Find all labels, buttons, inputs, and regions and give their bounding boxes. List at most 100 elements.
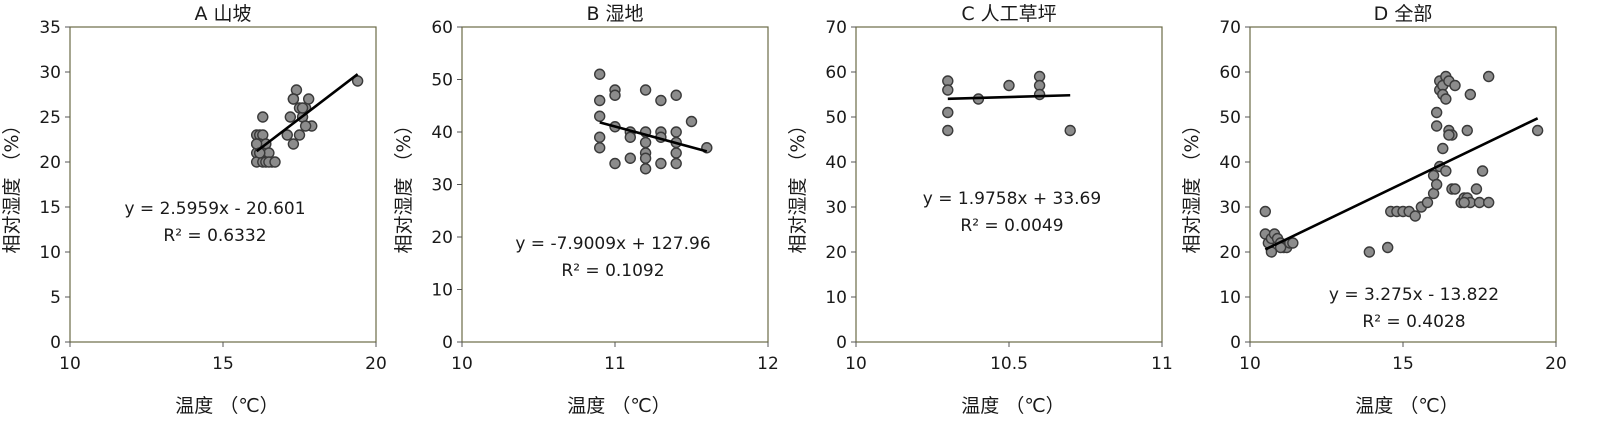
y-tick-label: 0 bbox=[50, 333, 61, 353]
trendline bbox=[599, 121, 708, 153]
data-point bbox=[1470, 183, 1483, 195]
trendline bbox=[255, 73, 359, 153]
y-tick-label: 5 bbox=[50, 288, 61, 308]
data-point bbox=[1443, 129, 1455, 141]
r-squared-label: R² = 0.1092 bbox=[561, 261, 664, 281]
y-tick-label: 20 bbox=[431, 228, 453, 248]
chart-title: B 湿地 bbox=[586, 3, 643, 25]
regression-equation: y = 2.5959x - 20.601 bbox=[124, 199, 305, 219]
y-tick-label: 50 bbox=[825, 108, 847, 128]
y-tick-label: 0 bbox=[442, 333, 453, 353]
data-point bbox=[1482, 70, 1495, 83]
data-point bbox=[1259, 205, 1272, 218]
data-point bbox=[639, 136, 652, 149]
plot-area-border bbox=[855, 26, 1163, 343]
x-tick-label: 10 bbox=[845, 354, 867, 374]
x-tick-label: 12 bbox=[757, 354, 779, 374]
y-tick-label: 60 bbox=[1219, 63, 1241, 83]
data-point bbox=[942, 84, 954, 96]
y-tick-label: 50 bbox=[1219, 108, 1241, 128]
data-point bbox=[624, 152, 636, 164]
data-point bbox=[639, 163, 652, 175]
y-tick-label: 0 bbox=[1230, 333, 1241, 353]
data-point bbox=[1381, 241, 1394, 254]
data-point bbox=[624, 131, 636, 143]
chart-panel-1: A 山坡 0 5 10 15 20 25 30 35 10 15 20 温度 （℃） 相对湿度 （%） y … bbox=[1, 3, 387, 417]
data-point bbox=[293, 129, 306, 141]
y-tick-label: 10 bbox=[431, 281, 453, 301]
regression-equation: y = 1.9758x + 33.69 bbox=[923, 189, 1101, 209]
data-point bbox=[639, 152, 652, 164]
data-point bbox=[670, 147, 682, 159]
y-tick-label: 70 bbox=[1219, 18, 1241, 38]
y-tick-label: 60 bbox=[431, 18, 453, 38]
data-point bbox=[284, 111, 297, 123]
y-tick-label: 60 bbox=[825, 63, 847, 83]
data-point bbox=[1430, 178, 1443, 191]
y-tick-label: 10 bbox=[1219, 288, 1241, 308]
data-point bbox=[1430, 120, 1443, 132]
r-squared-label: R² = 0.0049 bbox=[960, 216, 1063, 236]
x-tick-label: 11 bbox=[604, 354, 626, 374]
data-point bbox=[1421, 196, 1434, 209]
y-tick-label: 10 bbox=[825, 288, 847, 308]
regression-equation: y = 3.275x - 13.822 bbox=[1329, 285, 1499, 305]
data-point bbox=[1482, 196, 1495, 209]
plot-area-border bbox=[69, 26, 377, 343]
data-point bbox=[281, 129, 293, 141]
r-squared-label: R² = 0.4028 bbox=[1362, 312, 1465, 332]
x-axis-label: 温度 （℃） bbox=[567, 395, 670, 417]
data-point bbox=[257, 111, 269, 123]
y-tick-label: 50 bbox=[431, 71, 453, 91]
y-tick-label: 30 bbox=[1219, 198, 1241, 218]
chart-title: A 山坡 bbox=[194, 3, 251, 25]
chart-title: D 全部 bbox=[1374, 3, 1433, 25]
x-tick-label: 11 bbox=[1151, 354, 1173, 374]
y-tick-label: 70 bbox=[825, 18, 847, 38]
data-point bbox=[655, 94, 667, 107]
data-point bbox=[287, 93, 300, 105]
x-tick-label: 10 bbox=[451, 354, 473, 374]
y-axis-label: 相对湿度 （%） bbox=[1181, 115, 1203, 253]
data-point bbox=[1440, 93, 1452, 105]
x-tick-label: 10 bbox=[1239, 354, 1261, 374]
y-axis-label: 相对湿度 （%） bbox=[393, 115, 415, 253]
x-tick-label: 20 bbox=[1545, 354, 1567, 374]
x-axis-label: 温度 （℃） bbox=[1355, 395, 1458, 417]
plot-area-border bbox=[461, 26, 769, 343]
x-axis-label: 温度 （℃） bbox=[175, 395, 278, 417]
data-point bbox=[594, 142, 606, 154]
data-point bbox=[1287, 237, 1299, 249]
data-point bbox=[296, 102, 309, 114]
y-tick-label: 20 bbox=[825, 243, 847, 263]
data-point bbox=[1458, 196, 1470, 209]
data-point bbox=[1437, 142, 1449, 155]
x-axis-label: 温度 （℃） bbox=[961, 395, 1064, 417]
r-squared-label: R² = 0.6332 bbox=[163, 226, 266, 246]
trendline bbox=[947, 93, 1071, 101]
data-point bbox=[269, 156, 281, 168]
regression-equation: y = -7.9009x + 127.96 bbox=[515, 234, 710, 254]
y-tick-label: 30 bbox=[825, 198, 847, 218]
data-point bbox=[1531, 124, 1544, 137]
y-tick-label: 15 bbox=[39, 198, 61, 218]
data-point bbox=[1440, 165, 1452, 177]
data-point bbox=[670, 89, 682, 101]
data-point bbox=[1461, 124, 1473, 137]
data-point bbox=[299, 120, 312, 132]
y-tick-label: 40 bbox=[431, 123, 453, 143]
data-point bbox=[594, 131, 606, 143]
data-point bbox=[594, 110, 606, 122]
y-tick-label: 35 bbox=[39, 18, 61, 38]
data-point bbox=[942, 124, 954, 137]
data-point bbox=[609, 89, 621, 101]
trendline bbox=[1264, 117, 1539, 251]
data-point bbox=[670, 157, 682, 170]
x-tick-label: 10.5 bbox=[990, 354, 1028, 374]
x-tick-label: 15 bbox=[1392, 354, 1414, 374]
